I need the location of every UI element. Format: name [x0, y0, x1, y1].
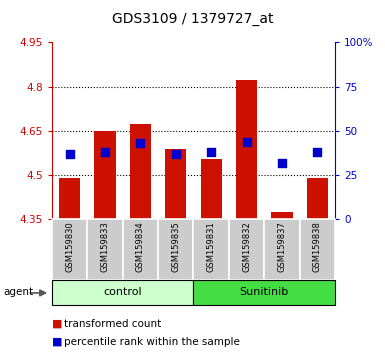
Bar	[94, 131, 116, 219]
Bar	[87, 219, 123, 280]
Text: transformed count: transformed count	[64, 319, 161, 329]
Point	[67, 151, 73, 157]
Bar	[229, 219, 264, 280]
Bar	[236, 80, 257, 219]
Bar	[201, 159, 222, 219]
Text: percentile rank within the sample: percentile rank within the sample	[64, 337, 239, 347]
Text: GSM159837: GSM159837	[277, 221, 286, 272]
Point	[208, 149, 214, 155]
Text: GSM159838: GSM159838	[313, 221, 322, 272]
Text: ■: ■	[52, 337, 62, 347]
Bar	[59, 178, 80, 219]
Bar	[193, 219, 229, 280]
Point	[173, 151, 179, 157]
Text: GSM159831: GSM159831	[207, 221, 216, 272]
Point	[314, 149, 320, 155]
Bar	[130, 125, 151, 219]
Bar	[52, 280, 193, 305]
Text: Sunitinib: Sunitinib	[239, 287, 289, 297]
Text: control: control	[104, 287, 142, 297]
Bar	[306, 178, 328, 219]
Bar	[52, 219, 87, 280]
Point	[137, 141, 144, 146]
Text: GSM159832: GSM159832	[242, 221, 251, 272]
Point	[102, 149, 108, 155]
Text: GSM159834: GSM159834	[136, 221, 145, 272]
Bar	[165, 149, 186, 219]
Text: GSM159835: GSM159835	[171, 221, 180, 272]
Text: GSM159830: GSM159830	[65, 221, 74, 272]
Bar	[123, 219, 158, 280]
Text: GSM159833: GSM159833	[100, 221, 110, 272]
Bar	[300, 219, 335, 280]
Text: GDS3109 / 1379727_at: GDS3109 / 1379727_at	[112, 12, 273, 27]
Bar	[271, 212, 293, 219]
Point	[279, 160, 285, 166]
Point	[243, 139, 249, 144]
Bar	[264, 219, 300, 280]
Bar	[158, 219, 193, 280]
Bar	[193, 280, 335, 305]
Text: agent: agent	[4, 287, 34, 297]
Text: ■: ■	[52, 319, 62, 329]
